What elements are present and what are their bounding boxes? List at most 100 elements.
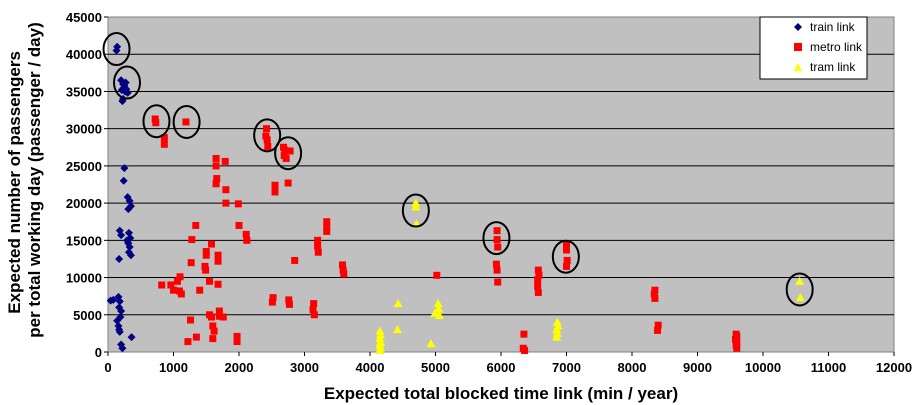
- tram-link-point: [552, 332, 562, 341]
- tram-link-point: [552, 317, 562, 326]
- train-link-point: [125, 243, 134, 252]
- highlight-circle: [401, 193, 430, 228]
- highlight-circle: [551, 239, 580, 274]
- metro-link-point: [201, 262, 209, 270]
- metro-link-point: [493, 266, 501, 274]
- metro-link-point: [493, 236, 501, 244]
- highlight-circle: [172, 104, 201, 139]
- metro-link-point: [222, 186, 230, 194]
- legend-item-tram: tram link: [794, 60, 856, 74]
- metro-link-point: [269, 294, 277, 302]
- metro-link-point: [233, 338, 241, 346]
- legend-item-metro: metro link: [794, 40, 863, 54]
- metro-link-point: [282, 154, 290, 162]
- metro-link-point: [242, 230, 250, 238]
- metro-link-point: [521, 347, 529, 355]
- train-link-point: [117, 231, 126, 240]
- metro-link-point: [188, 236, 196, 244]
- x-tick-label: 2000: [225, 360, 254, 375]
- y-tick-label: 0: [95, 345, 102, 360]
- metro-link-point: [202, 251, 210, 259]
- metro-link-point: [192, 221, 200, 229]
- metro-link-point: [268, 298, 276, 306]
- metro-link-point: [207, 313, 215, 321]
- metro-link-point: [209, 335, 217, 343]
- gridlines: [108, 53, 894, 316]
- metro-link-point: [563, 256, 571, 264]
- x-tick-label: 5000: [421, 360, 450, 375]
- x-tick-label: 7000: [552, 360, 581, 375]
- metro-link-point: [286, 147, 294, 155]
- metro-link-point: [235, 221, 243, 229]
- highlight-circle: [142, 104, 171, 139]
- metro-link-point: [214, 251, 222, 259]
- metro-link-point: [323, 227, 331, 235]
- highlight-circle: [482, 221, 511, 256]
- metro-link-point: [520, 330, 528, 338]
- metro-link-point: [535, 271, 543, 279]
- metro-link-point: [338, 261, 346, 269]
- metro-link-point: [196, 286, 204, 294]
- legend-diamond-marker: [794, 23, 802, 31]
- tram-link-point: [795, 276, 805, 285]
- metro-link-point: [212, 154, 220, 162]
- legend-label-train: train link: [810, 20, 856, 34]
- metro-link-point: [284, 179, 292, 187]
- metro-link-point: [733, 344, 741, 352]
- train-link-point: [123, 88, 132, 97]
- train-link-point: [119, 176, 128, 185]
- metro-link-point: [173, 277, 181, 285]
- x-tick-label: 12000: [876, 360, 912, 375]
- metro-link-point: [207, 240, 215, 248]
- metro-link-point: [285, 296, 293, 304]
- highlight-circles: [102, 32, 814, 307]
- metro-link-point: [493, 227, 501, 235]
- metro-link-point: [212, 162, 220, 170]
- metro-link-point: [263, 136, 271, 144]
- highlight-circle: [274, 136, 303, 171]
- metro-link-point: [202, 248, 210, 255]
- metro-link-point: [264, 143, 272, 151]
- legend-square-marker: [794, 43, 802, 51]
- metro-link-point: [534, 266, 542, 274]
- legend-label-metro: metro link: [810, 40, 863, 54]
- metro-link-point: [160, 140, 168, 148]
- y-tick-label: 5000: [73, 308, 102, 323]
- x-tick-label: 10000: [745, 360, 781, 375]
- x-tick-label: 8000: [618, 360, 647, 375]
- y-tick-label: 30000: [66, 122, 102, 137]
- metro-link-point: [212, 180, 220, 188]
- metro-link-point: [314, 248, 322, 256]
- metro-link-point: [563, 262, 570, 270]
- metro-link-point: [651, 286, 659, 294]
- train-link-point: [115, 327, 124, 336]
- metro-link-point: [214, 257, 222, 265]
- y-tick-label: 40000: [66, 47, 102, 62]
- metro-link-point: [654, 321, 662, 329]
- legend: train link metro link tram link: [759, 16, 868, 80]
- legend-label-tram: tram link: [810, 60, 856, 74]
- metro-link-point: [219, 313, 227, 321]
- tram-link-point: [375, 326, 385, 335]
- y-axis-label-line-2: per total working day (passenger / day): [25, 22, 44, 338]
- x-tick-label: 4000: [356, 360, 385, 375]
- tram-link-point: [552, 325, 562, 334]
- metro-link-point: [323, 223, 331, 231]
- metro-link-point: [221, 157, 229, 165]
- y-tick-label: 10000: [66, 271, 102, 286]
- train-link-point: [113, 42, 122, 51]
- metro-link-point: [271, 181, 279, 189]
- highlight-circle: [253, 118, 282, 153]
- metro-link-point: [494, 243, 502, 251]
- metro-link-point: [206, 277, 214, 285]
- metro-link-point: [215, 307, 223, 315]
- metro-link-point: [281, 146, 289, 154]
- metro-link-point: [187, 259, 195, 267]
- metro-link-point: [182, 118, 190, 126]
- metro-link-point: [494, 278, 502, 286]
- x-tick-label: 0: [104, 360, 111, 375]
- y-tick-label: 15000: [66, 233, 102, 248]
- tram-link-point: [375, 346, 385, 355]
- metro-link-point: [262, 132, 270, 140]
- metro-link-point: [650, 290, 658, 298]
